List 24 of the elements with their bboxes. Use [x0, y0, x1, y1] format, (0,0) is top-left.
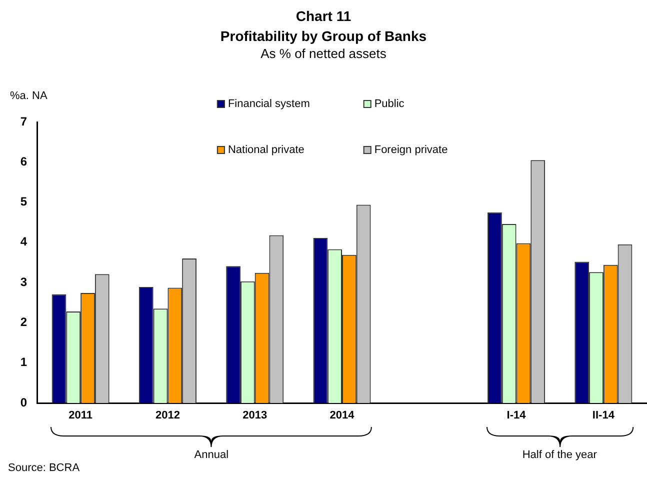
source-note: Source: BCRA [8, 462, 80, 474]
chart-title: Chart 11 Profitability by Group of Banks [219, 7, 428, 46]
legend-label: Foreign private [374, 144, 448, 156]
legend-label: National private [228, 144, 304, 156]
y-tick-label: 4 [20, 234, 28, 249]
text: Annual [194, 449, 229, 461]
y-axis-title: %a. NA [10, 90, 48, 102]
y-tick-label: 7 [20, 114, 28, 128]
x-tick-label: II-14 [592, 410, 616, 422]
x-tick-label: 2014 [330, 410, 356, 422]
legend-label: Public [374, 98, 405, 110]
legend-label: Financial system [228, 98, 310, 110]
x-tick-label: I-14 [506, 410, 527, 422]
x-tick-label: 2011 [68, 410, 93, 422]
y-tick-label: 5 [20, 194, 28, 209]
chart-subtitle: As % of netted assets [260, 46, 388, 61]
x-tick-label: 2012 [155, 410, 180, 422]
x-tick-label: 2013 [242, 410, 268, 422]
y-tick-label: 6 [20, 154, 28, 168]
y-tick-label: 1 [20, 355, 28, 370]
y-tick-label: 0 [20, 395, 28, 410]
y-tick-label: 3 [20, 274, 28, 289]
text: Half of the year [522, 449, 597, 461]
y-tick-label: 2 [20, 315, 28, 330]
